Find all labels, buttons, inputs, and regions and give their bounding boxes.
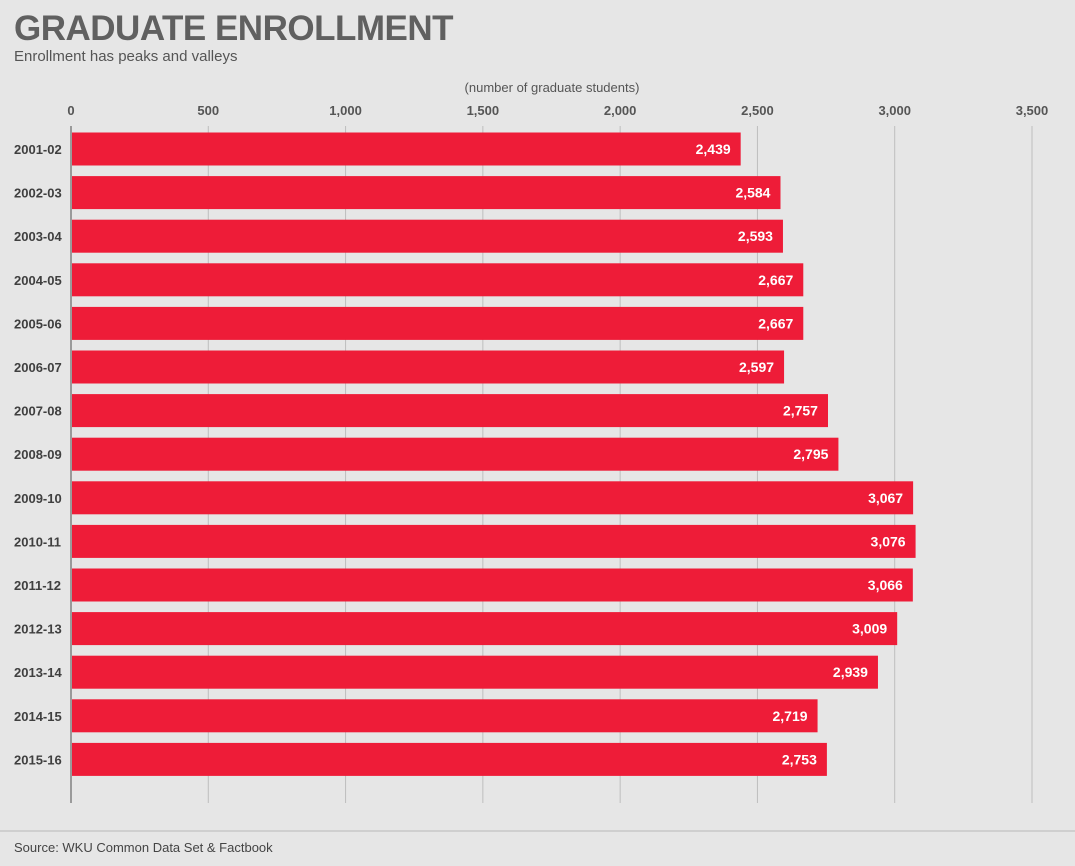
x-tick-label: 2,500 [741, 103, 774, 118]
category-label: 2005-06 [14, 316, 62, 331]
value-label: 3,009 [852, 621, 887, 637]
category-label: 2006-07 [14, 360, 62, 375]
x-tick-label: 1,000 [329, 103, 362, 118]
category-label: 2008-09 [14, 447, 62, 462]
value-label: 2,939 [833, 664, 868, 680]
category-label: 2007-08 [14, 404, 62, 419]
value-label: 2,795 [793, 446, 828, 462]
value-label: 2,753 [782, 751, 817, 767]
value-label: 2,757 [783, 403, 818, 419]
x-tick-label: 3,500 [1016, 103, 1049, 118]
bar [72, 437, 839, 471]
x-axis-title: (number of graduate students) [465, 80, 640, 95]
value-label: 2,439 [696, 141, 731, 157]
value-label: 3,067 [868, 490, 903, 506]
bar [72, 306, 804, 340]
source-note: Source: WKU Common Data Set & Factbook [14, 840, 273, 855]
category-label: 2002-03 [14, 186, 62, 201]
category-label: 2001-02 [14, 142, 62, 157]
value-label: 3,076 [871, 533, 906, 549]
category-label: 2012-13 [14, 622, 62, 637]
category-label: 2004-05 [14, 273, 62, 288]
source-divider [0, 830, 1075, 832]
bar [72, 524, 916, 558]
bar [72, 742, 827, 776]
x-tick-label: 2,000 [604, 103, 637, 118]
value-label: 2,597 [739, 359, 774, 375]
value-label: 2,593 [738, 228, 773, 244]
value-labels: 2,439 2,584 2,593 2,667 2,667 2,597 2,757 2,795… [696, 141, 906, 767]
bar [72, 219, 783, 253]
category-label: 2010-11 [14, 534, 61, 549]
bar [72, 568, 913, 602]
category-label: 2011-12 [14, 578, 61, 593]
bar [72, 263, 804, 297]
value-label: 2,667 [758, 272, 793, 288]
chart-title: GRADUATE ENROLLMENT [14, 9, 454, 48]
value-label: 3,066 [868, 577, 903, 593]
x-tick-label: 500 [197, 103, 219, 118]
category-label: 2015-16 [14, 752, 62, 767]
bars [72, 132, 916, 776]
bar [72, 394, 828, 428]
x-tick-label: 1,500 [467, 103, 500, 118]
bar-chart: (number of graduate students) 0 500 1,000 1… [14, 80, 1048, 803]
value-label: 2,584 [735, 185, 770, 201]
value-label: 2,719 [773, 708, 808, 724]
bar [72, 655, 878, 689]
bar [72, 350, 785, 384]
value-label: 2,667 [758, 315, 793, 331]
chart-subtitle: Enrollment has peaks and valleys [14, 48, 238, 65]
bar [72, 699, 818, 733]
category-label: 2014-15 [14, 709, 62, 724]
y-axis-categories: 2001-02 2002-03 2003-04 2004-05 2005-06 2006-… [14, 142, 62, 767]
category-label: 2003-04 [14, 229, 62, 244]
bar [72, 481, 914, 515]
bar [72, 612, 898, 646]
x-tick-label: 3,000 [878, 103, 911, 118]
bar [72, 176, 781, 210]
x-axis-ticks: 0 500 1,000 1,500 2,000 2,500 3,000 3,500 [67, 103, 1048, 118]
category-label: 2009-10 [14, 491, 62, 506]
x-tick-label: 0 [67, 103, 74, 118]
bar [72, 132, 741, 166]
category-label: 2013-14 [14, 665, 62, 680]
